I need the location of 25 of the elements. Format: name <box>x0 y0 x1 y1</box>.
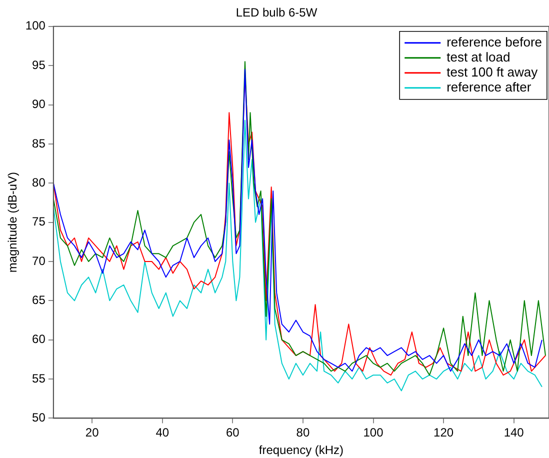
y-tick-label: 90 <box>32 97 46 112</box>
x-axis-title: frequency (kHz) <box>258 443 344 458</box>
y-tick-label: 60 <box>32 332 46 346</box>
y-tick-label: 80 <box>32 175 46 190</box>
y-tick-label: 65 <box>32 292 46 307</box>
x-tick-label: 100 <box>363 426 384 440</box>
x-tick-label: 80 <box>296 426 310 440</box>
y-tick-label: 75 <box>32 214 46 229</box>
chart-title: LED bulb 6-5W <box>236 6 318 20</box>
y-tick-label: 55 <box>32 371 46 386</box>
legend-label: reference before <box>446 34 542 50</box>
legend-label: reference after <box>446 79 532 94</box>
x-tick-label: 60 <box>226 426 240 440</box>
y-tick-label: 70 <box>32 254 46 268</box>
x-tick-label: 20 <box>85 426 100 440</box>
y-tick-label: 100 <box>25 18 46 33</box>
y-tick-label: 95 <box>32 58 46 72</box>
legend-label: test 100 ft away <box>446 64 538 80</box>
y-axis-title: magnitude (dB-uV) <box>6 172 20 273</box>
x-tick-label: 140 <box>504 426 524 440</box>
legend-label: test at load <box>446 49 510 64</box>
y-tick-label: 85 <box>32 136 46 150</box>
x-tick-label: 40 <box>156 426 170 440</box>
x-tick-label: 120 <box>434 426 454 440</box>
y-tick-label: 50 <box>32 410 46 425</box>
